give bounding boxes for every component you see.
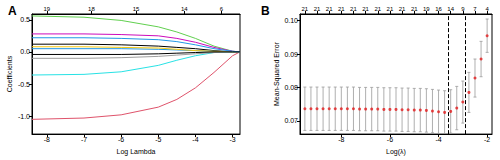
svg-text:21: 21 [387, 6, 394, 12]
svg-text:14: 14 [447, 6, 454, 12]
svg-text:0.0: 0.0 [20, 48, 30, 55]
svg-text:-5: -5 [155, 136, 161, 143]
svg-text:0.08: 0.08 [284, 84, 298, 91]
svg-text:19: 19 [44, 6, 51, 12]
svg-text:-0.5: -0.5 [18, 81, 30, 88]
svg-text:-4: -4 [192, 136, 198, 143]
svg-text:21: 21 [338, 6, 345, 12]
svg-text:4: 4 [485, 6, 489, 12]
svg-text:14: 14 [181, 6, 188, 12]
svg-text:21: 21 [350, 6, 357, 12]
svg-text:A: A [8, 4, 17, 18]
svg-text:0.10: 0.10 [284, 17, 298, 24]
svg-text:15: 15 [133, 6, 140, 12]
svg-text:21: 21 [302, 6, 309, 12]
svg-text:0.5: 0.5 [20, 16, 30, 23]
svg-text:B: B [261, 4, 270, 18]
svg-text:18: 18 [88, 6, 95, 12]
svg-text:16: 16 [435, 6, 442, 12]
svg-text:0.09: 0.09 [284, 51, 298, 58]
svg-text:6: 6 [220, 6, 224, 12]
svg-text:21: 21 [362, 6, 369, 12]
svg-text:-2: -2 [484, 136, 490, 143]
svg-text:Coefficients: Coefficients [6, 55, 13, 92]
svg-text:-3: -3 [229, 136, 235, 143]
svg-text:Mean-Squared Error: Mean-Squared Error [273, 41, 281, 105]
svg-text:21: 21 [411, 6, 418, 12]
svg-text:21: 21 [314, 6, 321, 12]
svg-text:21: 21 [374, 6, 381, 12]
svg-text:-8: -8 [44, 136, 50, 143]
svg-text:19: 19 [423, 6, 430, 12]
svg-text:9: 9 [461, 6, 465, 12]
svg-text:7: 7 [473, 6, 477, 12]
svg-text:21: 21 [326, 6, 333, 12]
svg-text:-4: -4 [435, 136, 441, 143]
svg-text:-6: -6 [118, 136, 124, 143]
svg-text:21: 21 [399, 6, 406, 12]
svg-text:-6: -6 [387, 136, 393, 143]
svg-text:Log(λ): Log(λ) [386, 148, 406, 156]
svg-text:-7: -7 [81, 136, 87, 143]
svg-text:-1.0: -1.0 [18, 113, 30, 120]
svg-text:0.07: 0.07 [284, 117, 298, 124]
svg-text:Log Lambda: Log Lambda [117, 148, 156, 156]
svg-text:-8: -8 [338, 136, 344, 143]
